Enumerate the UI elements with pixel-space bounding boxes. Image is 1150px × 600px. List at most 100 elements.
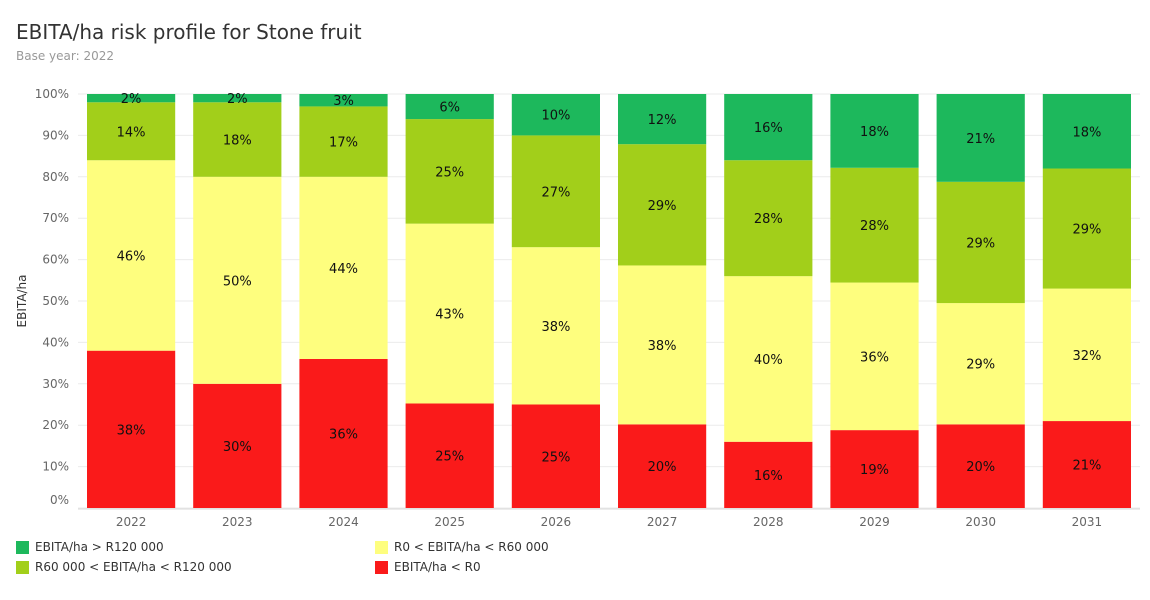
bar-segment (511, 135, 600, 248)
chart-title: EBITA/ha risk profile for Stone fruit (16, 20, 362, 44)
data-label: 46% (117, 249, 146, 264)
bar-segment (511, 247, 600, 405)
bar-segment (830, 430, 919, 508)
data-label: 50% (223, 274, 252, 289)
data-label: 29% (966, 236, 995, 251)
x-tick-label: 2028 (753, 515, 784, 529)
data-label: 29% (966, 358, 995, 373)
bar-segment (511, 94, 600, 136)
x-tick-label: 2031 (1072, 515, 1103, 529)
bar-segment (618, 94, 707, 145)
bar-segment (405, 119, 494, 224)
legend-swatch (16, 540, 29, 554)
data-label: 10% (541, 109, 570, 124)
data-label: 25% (435, 165, 464, 180)
data-label: 17% (329, 136, 358, 151)
bar-segment (936, 424, 1025, 508)
x-tick-label: 2022 (116, 515, 147, 529)
data-label: 38% (541, 320, 570, 335)
legend-label: EBITA/ha < R0 (394, 560, 481, 574)
bar-segment (193, 176, 282, 384)
legend-swatch (375, 560, 388, 574)
y-tick-label: 20% (42, 418, 69, 432)
x-tick-label: 2029 (859, 515, 890, 529)
bar-segment (1042, 168, 1131, 289)
data-label: 25% (541, 450, 570, 465)
x-tick-label: 2030 (965, 515, 996, 529)
data-label: 16% (754, 121, 783, 136)
data-label: 44% (329, 262, 358, 277)
y-tick-label: 0% (50, 493, 69, 507)
data-label: 38% (648, 339, 677, 354)
bar-segment (193, 383, 282, 508)
legend-swatch (16, 560, 29, 574)
data-label: 14% (117, 125, 146, 140)
x-tick-label: 2026 (541, 515, 572, 529)
bar-segment (618, 144, 707, 266)
bar-segment (618, 424, 707, 508)
bar-segment (193, 102, 282, 177)
y-axis-label: EBITA/ha (15, 275, 29, 328)
data-label: 27% (541, 185, 570, 200)
data-label: 21% (966, 132, 995, 147)
x-tick-label: 2024 (328, 515, 359, 529)
y-tick-label: 30% (42, 377, 69, 391)
y-tick-label: 60% (42, 253, 69, 267)
x-tick-label: 2025 (434, 515, 465, 529)
data-label: 2% (121, 92, 142, 107)
data-label: 40% (754, 353, 783, 368)
bar-segment (724, 441, 813, 508)
bar-segment (511, 404, 600, 508)
legend-item-60k-120k[interactable]: R60 000 < EBITA/ha < R120 000 (16, 560, 232, 574)
x-tick-label: 2027 (647, 515, 678, 529)
bar-segment (87, 160, 176, 351)
bar-segment (405, 94, 494, 120)
bar-segment (830, 282, 919, 431)
data-label: 25% (435, 450, 464, 465)
legend-label: EBITA/ha > R120 000 (35, 540, 164, 554)
bar-segment (87, 94, 176, 103)
bar-segment (724, 276, 813, 442)
data-label: 43% (435, 308, 464, 323)
data-label: 29% (1072, 223, 1101, 238)
y-tick-label: 80% (42, 170, 69, 184)
data-label: 18% (1072, 125, 1101, 140)
bar-segment (1042, 288, 1131, 422)
legend-swatch (375, 540, 388, 554)
y-tick-label: 70% (42, 211, 69, 225)
bar-segment (830, 167, 919, 283)
bar-segment (936, 94, 1025, 182)
bar-segment (299, 176, 388, 359)
data-label: 3% (333, 94, 354, 109)
bar-segment (87, 102, 176, 161)
y-tick-label: 100% (35, 87, 69, 101)
bar-segment (936, 181, 1025, 304)
data-label: 38% (117, 423, 146, 438)
bar-segment (299, 94, 388, 107)
x-tick-label: 2023 (222, 515, 253, 529)
bar-segment (193, 94, 282, 103)
bar-segment (936, 303, 1025, 425)
data-label: 20% (966, 460, 995, 475)
y-tick-label: 40% (42, 335, 69, 349)
data-label: 28% (860, 219, 889, 234)
bar-segment (724, 94, 813, 161)
bar-segment (830, 94, 919, 168)
bar-segment (405, 403, 494, 508)
bar-segment (1042, 421, 1131, 508)
data-label: 20% (648, 460, 677, 475)
bar-segment (724, 160, 813, 277)
data-label: 21% (1072, 459, 1101, 474)
chart-subtitle: Base year: 2022 (16, 49, 114, 63)
data-label: 19% (860, 463, 889, 478)
data-label: 6% (439, 101, 460, 116)
data-label: 2% (227, 92, 248, 107)
legend-item-below-0[interactable]: EBITA/ha < R0 (375, 560, 481, 574)
legend-item-0-60k[interactable]: R0 < EBITA/ha < R60 000 (375, 540, 549, 554)
legend-item-above-120k[interactable]: EBITA/ha > R120 000 (16, 540, 164, 554)
data-label: 12% (648, 113, 677, 128)
data-label: 16% (754, 469, 783, 484)
data-label: 36% (860, 350, 889, 365)
bar-segment (405, 223, 494, 404)
